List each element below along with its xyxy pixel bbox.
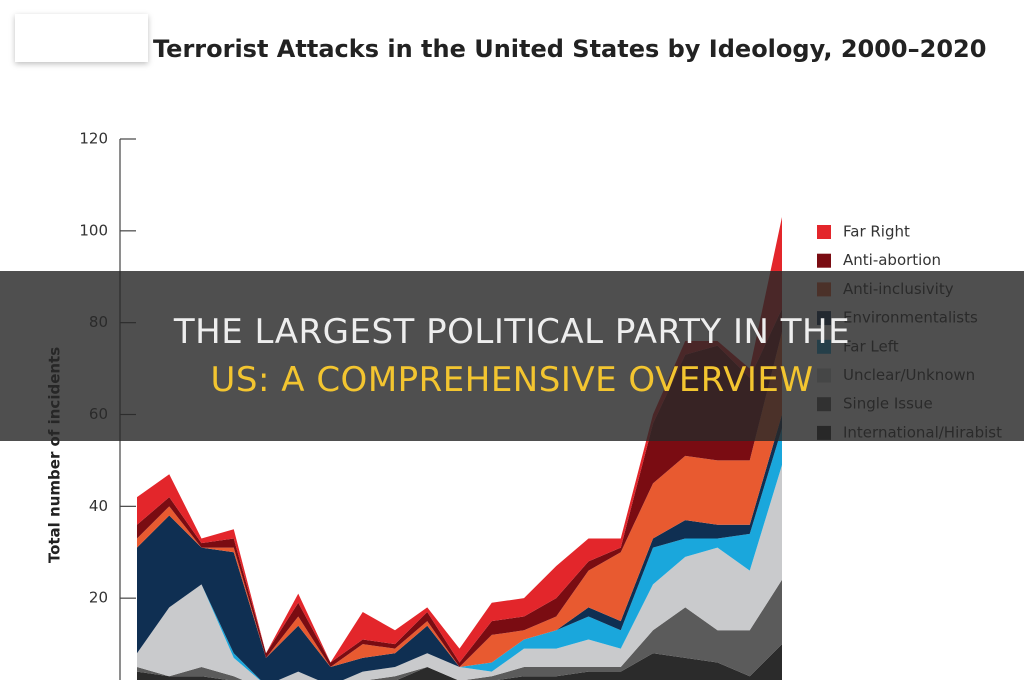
area	[137, 579, 782, 680]
area	[137, 644, 782, 680]
legend-label: Far Right	[843, 223, 910, 241]
legend-label: Anti-abortion	[843, 251, 941, 269]
legend-swatch	[817, 225, 831, 239]
area	[137, 428, 782, 680]
banner-line: US: A COMPREHENSIVE OVERVIEW	[210, 360, 814, 400]
y-tick-label: 120	[79, 130, 108, 148]
area	[137, 465, 782, 680]
area	[137, 414, 782, 680]
y-tick-label: 100	[79, 221, 108, 239]
banner-line: THE LARGEST POLITICAL PARTY IN THE	[173, 312, 851, 352]
chart-title: Terrorist Attacks in the United States b…	[153, 35, 986, 63]
logo-box	[15, 14, 148, 62]
y-tick-label: 20	[89, 589, 108, 607]
legend-swatch	[817, 253, 831, 268]
area	[137, 331, 782, 668]
y-tick-label: 40	[89, 497, 108, 515]
banner: THE LARGEST POLITICAL PARTY IN THE US: A…	[0, 271, 1024, 441]
